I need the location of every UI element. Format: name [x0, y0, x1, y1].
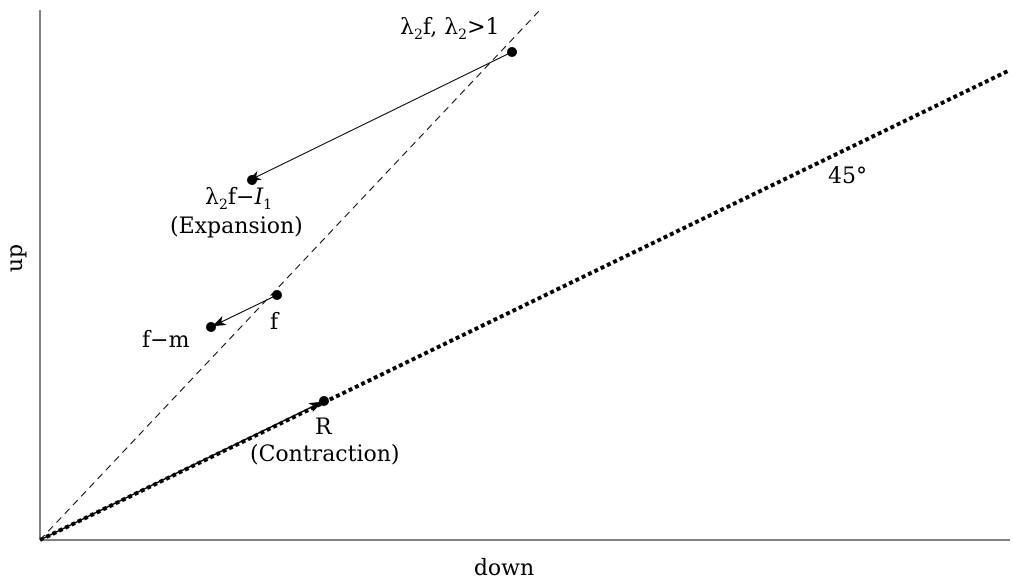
f-point — [272, 290, 282, 300]
f-minus-m-label: f−m — [142, 328, 190, 353]
r-point — [319, 396, 329, 406]
ray-through-f — [39, 9, 541, 541]
expansion-caption: (Expansion) — [170, 214, 303, 239]
angle-label: 45° — [828, 164, 867, 189]
expansion-point — [247, 175, 257, 185]
lambda-f-label: λ2f, λ2>1 — [400, 15, 500, 43]
expansion-point-label: λ2f−I1 — [205, 185, 272, 213]
f-minus-m-arrow — [212, 294, 278, 327]
contraction-caption: (Contraction) — [250, 442, 400, 467]
lambda-f-point — [507, 47, 517, 57]
x-axis-label: down — [474, 556, 534, 580]
forty-five-degree-line — [39, 68, 1011, 542]
r-label: R — [315, 415, 333, 440]
contraction-arrow — [39, 401, 323, 541]
y-axis-label: up — [3, 244, 28, 272]
expansion-arrow — [247, 51, 513, 182]
f-label: f — [270, 310, 280, 335]
f-minus-m-point — [206, 322, 216, 332]
